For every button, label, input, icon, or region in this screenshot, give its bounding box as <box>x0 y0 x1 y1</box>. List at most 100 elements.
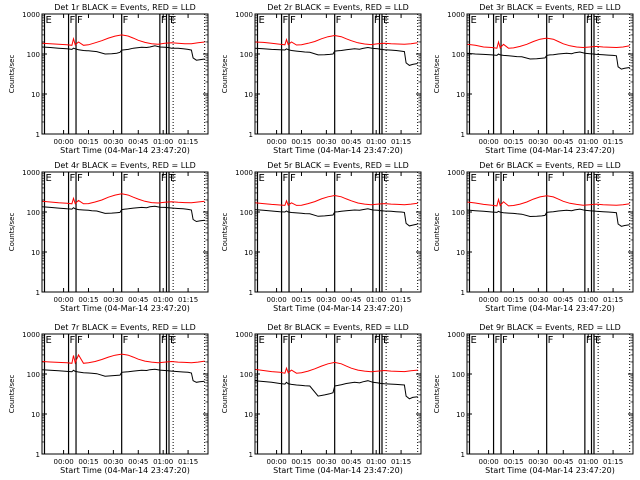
y-tick-label: 1 <box>461 131 465 139</box>
panel-title: Det 6r BLACK = Events, RED = LLD <box>479 161 621 170</box>
x-tick-label: 01:00 <box>366 138 386 146</box>
event-marker-label: E <box>470 173 476 184</box>
event-marker-label: F <box>548 335 554 346</box>
event-marker-label: E <box>258 15 264 26</box>
x-tick-label: 01:15 <box>391 296 411 304</box>
x-axis-label: Start Time (04-Mar-14 23:47:20) <box>273 146 403 155</box>
plot-frame <box>41 333 209 455</box>
y-tick-label: 1000 <box>22 11 40 19</box>
event-marker-label: E <box>470 15 476 26</box>
y-tick-label: 100 <box>452 51 465 59</box>
event-marker-label: F <box>548 15 554 26</box>
y-tick-label: 10 <box>31 249 40 257</box>
event-marker-label: F <box>77 15 83 26</box>
event-marker-label: F <box>586 173 592 184</box>
x-tick-label: 00:45 <box>341 458 361 466</box>
y-tick-label: 1 <box>36 131 40 139</box>
x-tick-label: 01:15 <box>603 296 623 304</box>
y-tick-label: 10 <box>456 249 465 257</box>
y-tick-label: 100 <box>452 371 465 379</box>
event-marker-label: F <box>283 173 289 184</box>
panel-title: Det 5r BLACK = Events, RED = LLD <box>267 161 409 170</box>
x-tick-label: 00:30 <box>103 296 123 304</box>
x-tick-label: 00:30 <box>528 138 548 146</box>
y-tick-label: 10 <box>31 411 40 419</box>
event-marker-label: F <box>381 335 387 346</box>
event-marker-label: F <box>168 173 174 184</box>
x-tick-label: 01:00 <box>578 296 598 304</box>
x-tick-label: 01:15 <box>603 138 623 146</box>
x-tick-label: 01:15 <box>603 458 623 466</box>
plot-frame <box>466 171 634 293</box>
x-tick-label: 00:15 <box>78 138 98 146</box>
event-marker-label: E <box>470 335 476 346</box>
y-axis-label: Counts/sec <box>8 213 16 252</box>
y-axis-label: Counts/sec <box>8 375 16 414</box>
panel-9: Det 9r BLACK = Events, RED = LLD Counts/s… <box>433 323 634 475</box>
series-line-events <box>41 205 205 223</box>
x-tick-label: 01:00 <box>366 458 386 466</box>
event-marker-label: F <box>374 173 380 184</box>
event-marker-label: F <box>495 335 501 346</box>
x-tick-label: 00:15 <box>291 296 311 304</box>
y-tick-label: 100 <box>452 209 465 217</box>
y-tick-label: 1000 <box>447 169 465 177</box>
series-line-events <box>41 368 205 383</box>
event-marker-label: F <box>77 335 83 346</box>
event-marker-label: F <box>502 335 508 346</box>
x-tick-label: 00:30 <box>528 296 548 304</box>
x-tick-label: 00:15 <box>503 138 523 146</box>
event-marker-label: E <box>258 173 264 184</box>
panel-2: Det 2r BLACK = Events, RED = LLD Counts/s… <box>221 3 422 155</box>
x-tick-label: 00:00 <box>266 138 286 146</box>
event-marker-label: F <box>374 335 380 346</box>
series-line-lld <box>254 34 418 46</box>
event-marker-label: F <box>70 173 76 184</box>
x-axis-label: Start Time (04-Mar-14 23:47:20) <box>273 304 403 313</box>
y-axis-label: Counts/sec <box>221 55 229 94</box>
x-tick-label: 01:00 <box>153 296 173 304</box>
x-tick-label: 01:00 <box>578 458 598 466</box>
x-tick-label: 01:00 <box>153 138 173 146</box>
event-marker-label: F <box>381 173 387 184</box>
event-marker-label: F <box>593 335 599 346</box>
event-marker-label: F <box>168 15 174 26</box>
plot-frame <box>41 171 209 293</box>
y-tick-label: 1000 <box>22 169 40 177</box>
panel-4: Det 4r BLACK = Events, RED = LLD Counts/s… <box>8 161 209 313</box>
x-axis-label: Start Time (04-Mar-14 23:47:20) <box>485 466 615 475</box>
panel-title: Det 3r BLACK = Events, RED = LLD <box>479 3 621 12</box>
event-marker-label: F <box>123 15 129 26</box>
series-line-events <box>254 46 418 66</box>
series-line-events <box>254 380 418 400</box>
event-marker-label: F <box>502 173 508 184</box>
x-tick-label: 00:30 <box>316 296 336 304</box>
x-tick-label: 01:15 <box>391 138 411 146</box>
y-tick-label: 100 <box>27 209 40 217</box>
series-line-lld <box>41 353 205 365</box>
panel-title: Det 2r BLACK = Events, RED = LLD <box>267 3 409 12</box>
y-tick-label: 100 <box>27 51 40 59</box>
plot-frame <box>254 171 422 293</box>
event-marker-label: F <box>336 335 342 346</box>
y-tick-label: 1 <box>249 451 253 459</box>
x-tick-label: 01:15 <box>178 138 198 146</box>
y-axis-label: Counts/sec <box>433 55 441 94</box>
y-tick-label: 100 <box>240 209 253 217</box>
y-tick-label: 10 <box>244 411 253 419</box>
x-tick-label: 00:45 <box>341 138 361 146</box>
x-tick-label: 01:15 <box>178 458 198 466</box>
event-marker-label: F <box>290 173 296 184</box>
x-tick-label: 00:30 <box>316 138 336 146</box>
x-tick-label: 00:45 <box>341 296 361 304</box>
x-tick-label: 00:00 <box>266 296 286 304</box>
y-tick-label: 1000 <box>235 169 253 177</box>
event-marker-label: F <box>502 15 508 26</box>
x-tick-label: 00:45 <box>128 138 148 146</box>
y-tick-label: 10 <box>244 249 253 257</box>
y-tick-label: 10 <box>456 411 465 419</box>
event-marker-label: F <box>548 173 554 184</box>
y-axis-label: Counts/sec <box>433 375 441 414</box>
event-marker-label: F <box>381 15 387 26</box>
